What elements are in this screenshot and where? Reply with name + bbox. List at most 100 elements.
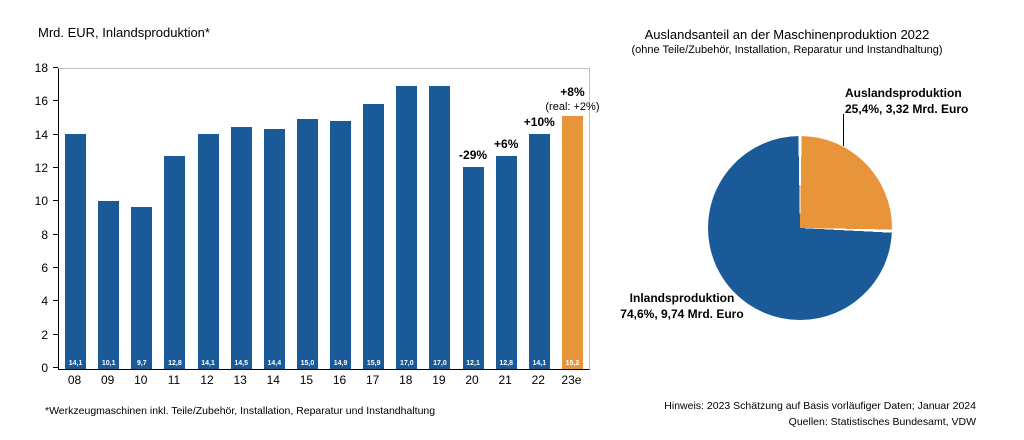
y-tick-label: 4 <box>41 294 48 309</box>
note-quellen: Quellen: Statistisches Bundesamt, VDW <box>788 415 976 428</box>
pie-chart-title: Auslandsanteil an der Maschinenproduktio… <box>644 27 930 42</box>
pie-label-inlandsproduktion: Inlandsproduktion 74,6%, 9,74 Mrd. Euro <box>598 291 766 322</box>
pie-label-inlandsproduktion-name: Inlandsproduktion <box>629 291 735 305</box>
y-tick-label: 16 <box>34 94 48 109</box>
bar-annotation-sub: (real: +2%) <box>545 100 600 113</box>
bar-13: 14,5 <box>230 127 252 369</box>
chart-footnote: *Werkzeugmaschinen inkl. Teile/Zubehör, … <box>45 405 436 417</box>
bar-cell: 10,1 <box>92 69 125 369</box>
bar-cell: 9,7 <box>125 69 158 369</box>
x-axis-label: 16 <box>332 373 347 387</box>
pie-chart-subtitle: (ohne Teile/Zubehör, Installation, Repar… <box>631 44 943 56</box>
y-tick-mark <box>53 233 58 235</box>
bar-15: 15,0 <box>296 119 318 369</box>
bar-09: 10,1 <box>98 200 120 369</box>
y-tick-mark <box>53 367 58 368</box>
y-tick-mark <box>53 167 58 168</box>
bar-value-label: 14,4 <box>267 360 282 367</box>
y-tick-label: 8 <box>41 227 48 242</box>
bar-value-label: 12,8 <box>168 360 182 367</box>
bar-value-label: 14,1 <box>68 360 83 367</box>
pie-label-auslandsproduktion: Auslandsproduktion 25,4%, 3,32 Mrd. Euro <box>845 86 968 117</box>
bar-annotation: +6% <box>494 136 519 151</box>
bar-cell: 15,9 <box>357 69 390 369</box>
y-tick-mark <box>53 67 58 68</box>
x-axis-label: 09 <box>101 373 115 387</box>
x-axis-label: 17 <box>366 373 380 387</box>
y-tick-label: 18 <box>34 61 48 75</box>
bar-19: 17,0 <box>429 85 451 369</box>
bar-cell: 14,1 <box>192 69 225 369</box>
x-axis-label: 22 <box>531 373 545 387</box>
bar-cell: 14,1 <box>59 69 92 369</box>
bar-value-label: 14,9 <box>333 360 348 367</box>
bar-08: 14,1 <box>65 134 87 369</box>
bar-20: 12,1 <box>462 167 484 369</box>
bar-value-label: 10,1 <box>101 360 116 367</box>
y-tick-label: 6 <box>41 261 48 275</box>
bar-value-label: 14,1 <box>532 360 547 367</box>
x-axis-label: 14 <box>266 373 280 387</box>
note-hinweis: Hinweis: 2023 Schätzung auf Basis vorläu… <box>664 400 976 412</box>
bar-21: 12,8 <box>495 155 517 369</box>
bar-value-label: 14,5 <box>234 360 248 367</box>
pie-label-auslandsproduktion-detail: 25,4%, 3,32 Mrd. Euro <box>845 101 969 116</box>
y-tick-mark <box>53 100 58 102</box>
bar-annotation: +8% <box>560 84 585 99</box>
x-axis-label: 15 <box>299 373 314 387</box>
bar-cell: 15,2 +8% (real: +2%) <box>545 69 599 369</box>
bar-value-label: 12,1 <box>466 360 480 367</box>
pie-graphic <box>708 136 892 320</box>
y-tick-mark <box>53 200 58 202</box>
x-axis-label: 20 <box>465 373 479 387</box>
bar-value-label: 15,9 <box>366 360 381 367</box>
y-tick-label: 10 <box>34 194 48 209</box>
bar-12: 14,1 <box>197 134 219 369</box>
bar-18: 17,0 <box>396 85 418 369</box>
x-axis-label: 12 <box>200 373 214 387</box>
y-tick-label: 14 <box>34 127 48 142</box>
bar-16: 14,9 <box>330 120 352 369</box>
x-axis-label: 08 <box>67 373 82 387</box>
bar-23e: 15,2 <box>561 115 583 369</box>
y-tick-mark <box>53 300 58 302</box>
x-axis-label: 18 <box>399 373 413 387</box>
y-tick-mark <box>53 333 58 335</box>
bar-14: 14,4 <box>263 129 285 369</box>
pie-label-inlandsproduktion-detail: 74,6%, 9,74 Mrd. Euro <box>620 306 744 321</box>
bar-cell: 14,9 <box>324 69 357 369</box>
x-axis-label: 11 <box>167 373 181 387</box>
bar-plot-area: 14,1 10,1 9,7 12,8 14,1 14,5 14,4 15,0 14,9 15,9 1… <box>58 68 599 370</box>
bar-cell: 12,1 -29% <box>457 69 490 369</box>
bar-cell: 12,8 +6% <box>490 69 523 369</box>
x-axis-label: 19 <box>432 373 446 387</box>
x-axis: 08 09 10 11 12 13 14 15 16 17 18 19 20 21 22 23e <box>58 373 588 387</box>
bar-cell: 12,8 <box>158 69 191 369</box>
x-axis-label: 23e <box>561 373 582 387</box>
y-tick-label: 2 <box>41 327 48 342</box>
bar-annotation: +10% <box>523 115 555 129</box>
y-tick-label: 12 <box>34 161 48 175</box>
bar-value-label: 12,8 <box>499 360 513 367</box>
bar-cell: 17,0 <box>423 69 456 369</box>
pie-label-auslandsproduktion-name: Auslandsproduktion <box>845 86 962 100</box>
x-axis-label: 13 <box>233 373 247 387</box>
bar-11: 12,8 <box>164 155 186 369</box>
bar-annotation: -29% <box>459 148 488 163</box>
y-tick-label: 0 <box>41 361 48 375</box>
bar-chart-title: Mrd. EUR, Inlandsproduktion* <box>38 25 210 40</box>
bar-cell: 15,0 <box>291 69 324 369</box>
bar-value-label: 14,1 <box>201 360 215 367</box>
bar-cell: 14,4 <box>258 69 291 369</box>
bar-17: 15,9 <box>363 104 385 369</box>
bar-value-label: 15,2 <box>565 360 580 367</box>
x-axis-label: 10 <box>134 373 148 387</box>
x-axis-label: 21 <box>498 373 512 387</box>
bar-cell: 17,0 <box>390 69 423 369</box>
bar-cell: 14,1 +10% <box>523 69 556 369</box>
bar-value-label: 17,0 <box>400 360 414 367</box>
bar-22: 14,1 <box>528 134 550 369</box>
pie-leader-line <box>843 114 844 146</box>
bar-value-label: 17,0 <box>433 360 447 367</box>
y-tick-mark <box>53 133 58 135</box>
